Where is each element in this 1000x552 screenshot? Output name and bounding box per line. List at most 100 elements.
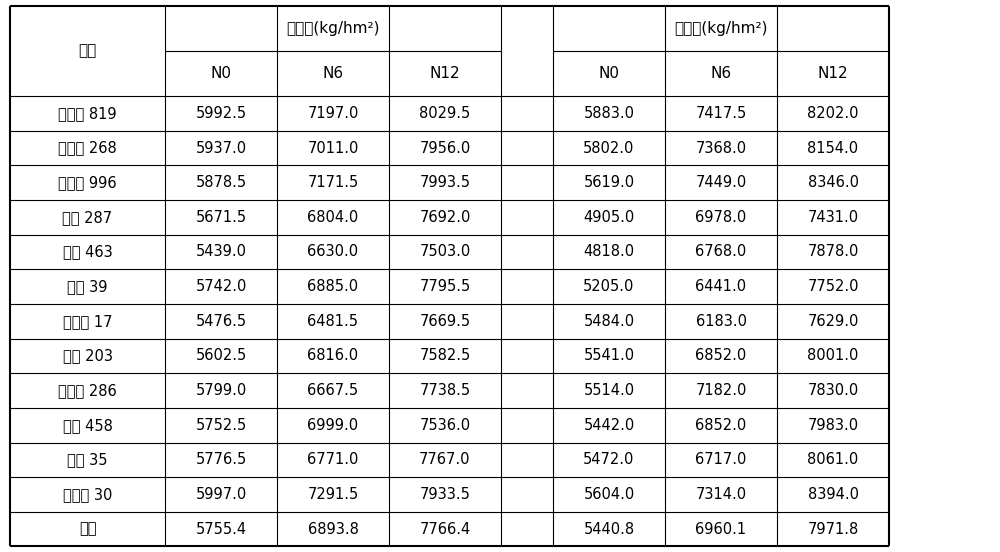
Text: 5755.4: 5755.4 — [195, 522, 247, 537]
Text: 5476.5: 5476.5 — [195, 314, 247, 329]
Text: 6441.0: 6441.0 — [695, 279, 747, 294]
Text: 6183.0: 6183.0 — [696, 314, 747, 329]
Text: N12: N12 — [818, 66, 848, 81]
Text: N0: N0 — [598, 66, 620, 81]
Text: 8394.0: 8394.0 — [808, 487, 859, 502]
Text: 8202.0: 8202.0 — [807, 106, 859, 121]
Text: 7291.5: 7291.5 — [307, 487, 359, 502]
Text: 5514.0: 5514.0 — [583, 383, 635, 398]
Text: 6978.0: 6978.0 — [695, 210, 747, 225]
Text: 7692.0: 7692.0 — [419, 210, 471, 225]
Text: 8154.0: 8154.0 — [807, 141, 859, 156]
Text: 中早 39: 中早 39 — [67, 279, 108, 294]
Text: 株两优 819: 株两优 819 — [58, 106, 117, 121]
Text: 5799.0: 5799.0 — [195, 383, 247, 398]
Text: 8001.0: 8001.0 — [807, 348, 859, 363]
Text: 7752.0: 7752.0 — [807, 279, 859, 294]
Text: 7197.0: 7197.0 — [307, 106, 359, 121]
Text: 衡阳县(kg/hm²): 衡阳县(kg/hm²) — [674, 20, 768, 36]
Text: 金优 458: 金优 458 — [63, 418, 112, 433]
Text: 6768.0: 6768.0 — [695, 245, 747, 259]
Text: 5472.0: 5472.0 — [583, 452, 635, 468]
Text: 7368.0: 7368.0 — [695, 141, 747, 156]
Text: 7956.0: 7956.0 — [419, 141, 471, 156]
Text: 株两优 30: 株两优 30 — [63, 487, 112, 502]
Text: 7983.0: 7983.0 — [807, 418, 859, 433]
Text: 7766.4: 7766.4 — [419, 522, 471, 537]
Text: N12: N12 — [430, 66, 460, 81]
Text: 6771.0: 6771.0 — [307, 452, 359, 468]
Text: 7431.0: 7431.0 — [807, 210, 859, 225]
Text: 6893.8: 6893.8 — [308, 522, 358, 537]
Text: 8346.0: 8346.0 — [808, 175, 859, 190]
Text: 两优 287: 两优 287 — [62, 210, 113, 225]
Text: 6481.5: 6481.5 — [308, 314, 358, 329]
Text: 5604.0: 5604.0 — [583, 487, 635, 502]
Text: 7795.5: 7795.5 — [419, 279, 471, 294]
Text: 5671.5: 5671.5 — [195, 210, 247, 225]
Text: 7738.5: 7738.5 — [419, 383, 471, 398]
Text: 7182.0: 7182.0 — [695, 383, 747, 398]
Text: 7417.5: 7417.5 — [695, 106, 747, 121]
Text: 5752.5: 5752.5 — [195, 418, 247, 433]
Text: 5619.0: 5619.0 — [583, 175, 635, 190]
Text: 7536.0: 7536.0 — [419, 418, 471, 433]
Text: 7933.5: 7933.5 — [420, 487, 470, 502]
Text: 7503.0: 7503.0 — [419, 245, 471, 259]
Text: 7878.0: 7878.0 — [807, 245, 859, 259]
Text: 8061.0: 8061.0 — [807, 452, 859, 468]
Text: 平均: 平均 — [79, 522, 96, 537]
Text: 5776.5: 5776.5 — [195, 452, 247, 468]
Text: 6885.0: 6885.0 — [307, 279, 359, 294]
Text: 6999.0: 6999.0 — [307, 418, 359, 433]
Text: 5937.0: 5937.0 — [195, 141, 247, 156]
Text: 品种: 品种 — [78, 43, 97, 59]
Text: 4818.0: 4818.0 — [583, 245, 635, 259]
Text: 7993.5: 7993.5 — [420, 175, 471, 190]
Text: 7582.5: 7582.5 — [419, 348, 471, 363]
Text: N6: N6 — [322, 66, 344, 81]
Text: 6804.0: 6804.0 — [307, 210, 359, 225]
Text: 6960.1: 6960.1 — [695, 522, 747, 537]
Text: 4905.0: 4905.0 — [583, 210, 635, 225]
Text: 中早 35: 中早 35 — [67, 452, 108, 468]
Text: 淦鑫 203: 淦鑫 203 — [63, 348, 113, 363]
Text: 6667.5: 6667.5 — [307, 383, 359, 398]
Text: 7449.0: 7449.0 — [695, 175, 747, 190]
Text: 陆两优 996: 陆两优 996 — [58, 175, 117, 190]
Text: N0: N0 — [211, 66, 232, 81]
Text: 长沙县(kg/hm²): 长沙县(kg/hm²) — [286, 20, 380, 36]
Text: 五丰优 286: 五丰优 286 — [58, 383, 117, 398]
Text: 5484.0: 5484.0 — [583, 314, 635, 329]
Text: 7171.5: 7171.5 — [307, 175, 359, 190]
Text: 5997.0: 5997.0 — [195, 487, 247, 502]
Text: 5602.5: 5602.5 — [195, 348, 247, 363]
Text: 金优 463: 金优 463 — [63, 245, 112, 259]
Text: 6852.0: 6852.0 — [695, 348, 747, 363]
Text: 6852.0: 6852.0 — [695, 418, 747, 433]
Text: N6: N6 — [710, 66, 732, 81]
Text: 5205.0: 5205.0 — [583, 279, 635, 294]
Text: 5742.0: 5742.0 — [195, 279, 247, 294]
Text: 7629.0: 7629.0 — [807, 314, 859, 329]
Text: 7767.0: 7767.0 — [419, 452, 471, 468]
Text: 6630.0: 6630.0 — [307, 245, 359, 259]
Text: 6816.0: 6816.0 — [307, 348, 359, 363]
Text: 5883.0: 5883.0 — [584, 106, 635, 121]
Text: 5541.0: 5541.0 — [583, 348, 635, 363]
Text: 中嘉早 17: 中嘉早 17 — [63, 314, 112, 329]
Text: 5878.5: 5878.5 — [195, 175, 247, 190]
Text: 5439.0: 5439.0 — [196, 245, 247, 259]
Text: 8029.5: 8029.5 — [419, 106, 471, 121]
Text: 5802.0: 5802.0 — [583, 141, 635, 156]
Text: 6717.0: 6717.0 — [695, 452, 747, 468]
Text: 陵两优 268: 陵两优 268 — [58, 141, 117, 156]
Text: 5992.5: 5992.5 — [195, 106, 247, 121]
Text: 7314.0: 7314.0 — [695, 487, 747, 502]
Text: 5440.8: 5440.8 — [583, 522, 635, 537]
Text: 5442.0: 5442.0 — [583, 418, 635, 433]
Text: 7011.0: 7011.0 — [307, 141, 359, 156]
Text: 7971.8: 7971.8 — [807, 522, 859, 537]
Text: 7669.5: 7669.5 — [419, 314, 471, 329]
Text: 7830.0: 7830.0 — [807, 383, 859, 398]
